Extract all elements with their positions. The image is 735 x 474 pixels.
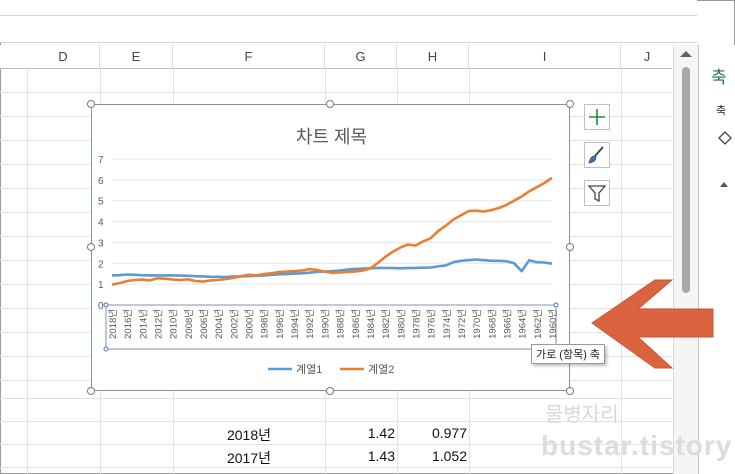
watermark-url: bustar.tistory xyxy=(541,430,733,461)
x-tick-label: 1982년 xyxy=(381,309,392,339)
y-tick-label: 6 xyxy=(98,176,104,187)
column-header-g[interactable]: G xyxy=(325,45,397,68)
line-chart[interactable]: 0 1 2 3 4 5 6 7 2018년 2016년 2014년 2012년 2010년 2008년 20… xyxy=(92,105,571,392)
x-tick-label: 1974년 xyxy=(442,309,453,339)
resize-handle[interactable] xyxy=(326,387,334,395)
legend-label: 계열1 xyxy=(296,363,322,376)
y-tick-label: 7 xyxy=(98,155,104,166)
x-tick-label: 1968년 xyxy=(487,309,498,339)
pane-title: 축 xyxy=(711,68,727,87)
x-tick-label: 2016년 xyxy=(123,309,134,339)
chart-area[interactable]: 차트 제목 0 1 2 3 4 5 6 7 2018년 2016년 2014년 2012년 2010년 2… xyxy=(91,104,570,391)
grid-row-line xyxy=(0,444,672,445)
format-axis-pane: 축 축 xyxy=(698,45,735,474)
column-header-d[interactable]: D xyxy=(27,45,100,68)
cell-h-value[interactable]: 0.977 xyxy=(431,425,467,441)
x-tick-label: 2004년 xyxy=(214,309,225,339)
cell-g-value[interactable]: 1.43 xyxy=(367,448,395,464)
x-tick-label: 1970년 xyxy=(472,309,483,339)
x-tick-label: 2002년 xyxy=(229,309,240,339)
resize-handle[interactable] xyxy=(87,243,95,251)
red-arrow-icon xyxy=(591,279,714,369)
scroll-up-icon[interactable] xyxy=(680,51,692,57)
grid-row-line xyxy=(0,421,672,422)
resize-handle[interactable] xyxy=(566,243,574,251)
x-tick-label: 1972년 xyxy=(457,309,468,339)
series-line-1 xyxy=(111,258,553,279)
filter-icon xyxy=(587,185,607,203)
column-header-i[interactable]: I xyxy=(469,45,621,68)
grid-row-line xyxy=(0,92,672,93)
axis-handle xyxy=(103,302,109,308)
resize-handle[interactable] xyxy=(566,100,574,108)
x-tick-label: 1966년 xyxy=(502,309,513,339)
x-tick-label: 2006년 xyxy=(199,309,210,339)
cell-year[interactable]: 2017년 xyxy=(226,450,271,466)
column-header-f[interactable]: F xyxy=(173,45,325,68)
cell-year[interactable]: 2018년 xyxy=(226,427,271,443)
chart-title[interactable]: 차트 제목 xyxy=(295,127,368,147)
axis-tooltip: 가로 (항목) 축 xyxy=(531,344,606,364)
resize-handle[interactable] xyxy=(326,100,334,108)
resize-handle[interactable] xyxy=(566,387,574,395)
x-tick-label: 1998년 xyxy=(260,309,271,339)
chart-filters-button[interactable] xyxy=(584,180,610,206)
name-box-row xyxy=(0,16,697,43)
x-tick-label: 1984년 xyxy=(366,309,377,339)
x-tick-label: 1964년 xyxy=(518,309,529,339)
grid-col-line xyxy=(621,68,622,474)
x-tick-label: 2014년 xyxy=(138,309,149,339)
x-tick-label: 2000년 xyxy=(245,309,256,339)
watermark-text: 물병자리 xyxy=(545,404,619,426)
x-tick-label: 1962년 xyxy=(533,309,544,339)
x-tick-label: 2010년 xyxy=(169,309,180,339)
brush-icon xyxy=(588,146,604,164)
cell-h-value[interactable]: 1.052 xyxy=(431,448,467,464)
x-tick-label: 1976년 xyxy=(427,309,438,339)
y-tick-label: 3 xyxy=(98,238,104,249)
vertical-scrollbar[interactable] xyxy=(673,45,698,474)
grid-row-line xyxy=(0,398,672,399)
x-tick-label: 1960년 xyxy=(548,309,559,339)
chart-elements-button[interactable] xyxy=(584,104,610,130)
y-tick-label: 0 xyxy=(98,301,104,312)
x-axis-selection-box[interactable] xyxy=(105,304,557,350)
scroll-thumb[interactable] xyxy=(682,67,690,293)
x-tick-label: 1992년 xyxy=(305,309,316,339)
column-header-e[interactable]: E xyxy=(100,45,173,68)
x-tick-label: 2018년 xyxy=(108,309,119,339)
series-line-2 xyxy=(111,176,553,286)
grid-col-line xyxy=(27,68,28,474)
collapse-triangle-icon[interactable] xyxy=(720,182,728,187)
resize-handle[interactable] xyxy=(87,387,95,395)
cell-g-value[interactable]: 1.42 xyxy=(367,425,395,441)
grid-row-line xyxy=(0,467,672,468)
chart-styles-button[interactable] xyxy=(584,142,610,168)
y-tick-label: 4 xyxy=(98,218,104,229)
y-tick-label: 2 xyxy=(98,259,104,270)
x-tick-label: 1990년 xyxy=(320,309,331,339)
plus-icon xyxy=(589,109,605,125)
resize-handle[interactable] xyxy=(87,100,95,108)
formula-bar[interactable] xyxy=(0,0,697,16)
x-tick-label: 1994년 xyxy=(290,309,301,339)
legend-label: 계열2 xyxy=(368,363,394,376)
fill-bucket-icon[interactable] xyxy=(716,129,734,147)
column-headers: D E F G H I J xyxy=(0,45,672,69)
pane-tab-label[interactable]: 축 xyxy=(716,105,727,117)
x-tick-label: 2008년 xyxy=(184,309,195,339)
column-header-j[interactable]: J xyxy=(643,49,651,64)
x-tick-label: 1980년 xyxy=(396,309,407,339)
axis-handle xyxy=(553,302,559,308)
y-tick-label: 1 xyxy=(98,280,104,291)
axis-handle xyxy=(103,346,109,352)
x-tick-label: 1996년 xyxy=(275,309,286,339)
x-tick-label: 1988년 xyxy=(336,309,347,339)
y-tick-label: 5 xyxy=(98,197,104,208)
column-header-h[interactable]: H xyxy=(397,45,469,68)
x-tick-label: 1986년 xyxy=(351,309,362,339)
x-tick-label: 1978년 xyxy=(411,309,422,339)
x-tick-label: 2012년 xyxy=(154,309,165,339)
